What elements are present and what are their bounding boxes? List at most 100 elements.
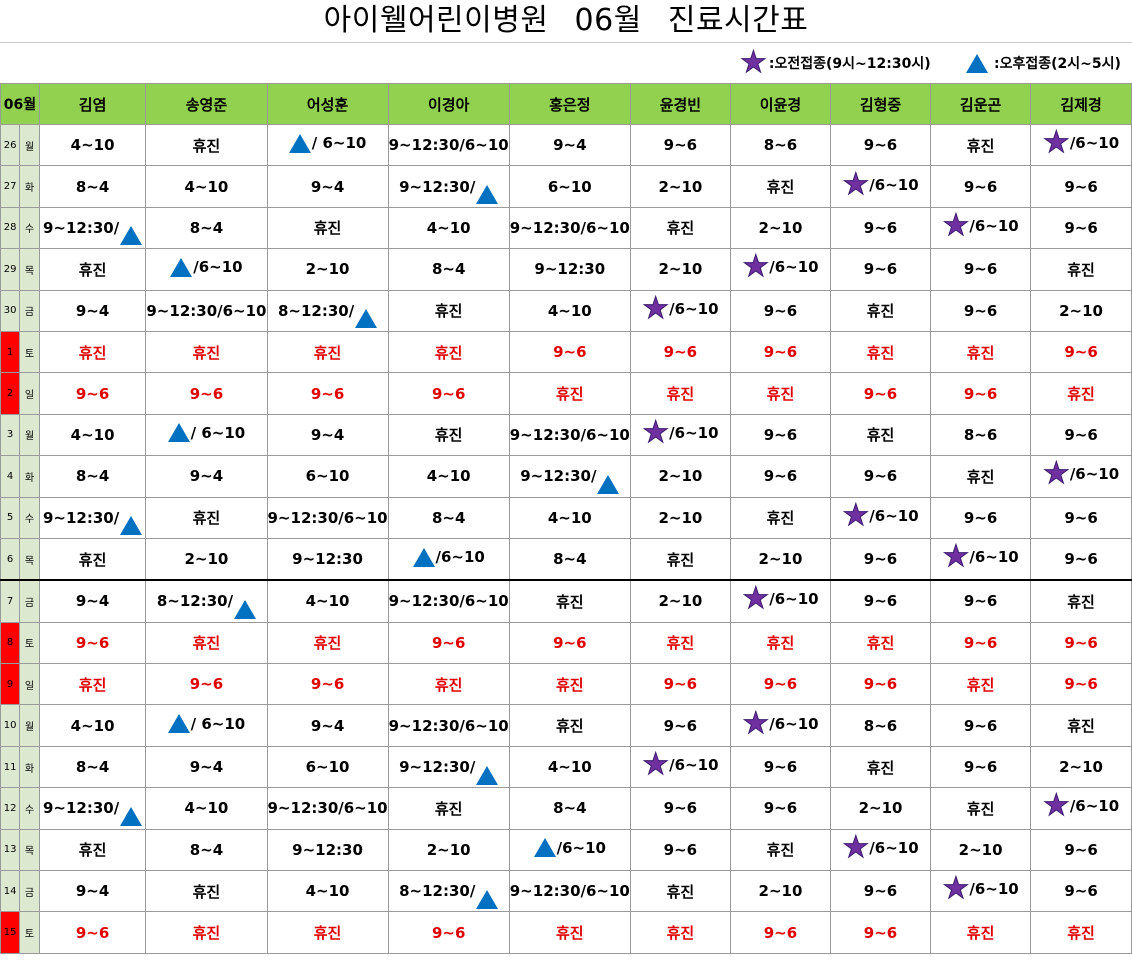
schedule-cell: 4~10 [266,579,389,623]
schedule-cell: 8~12:30/ [387,870,510,913]
day-number: 4 [0,455,21,498]
cell-content: 8~12:30/ [157,592,257,619]
cell-text: /6~10 [869,506,919,525]
day-of-week: 일 [19,663,40,706]
schedule-cell: 휴진 [930,911,1032,954]
cell-text: 9~12:30/ [42,218,120,237]
schedule-cell: 휴진 [729,372,832,415]
star-icon: ★ [742,581,770,617]
cell-content: ★/6~10 [842,500,919,531]
schedule-cell: 8~4 [145,828,268,872]
schedule-row: 2 일 9~6 9~6 9~6 9~6 휴진 휴진 휴진 9~6 9~6 휴진 [0,372,1132,415]
schedule-cell: ★/6~10 [729,704,832,747]
day-number: 26 [0,123,21,167]
schedule-row: 12 수 9~12:30/4~10 9~12:30/6~10 휴진 8~4 9~6 9~6 2~… [0,787,1132,830]
schedule-cell: 9~4 [38,870,147,913]
schedule-cell: 9~6 [145,663,268,706]
cell-text: / 6~10 [311,134,367,153]
schedule-cell: 9~4 [145,455,268,498]
day-number: 5 [0,496,21,539]
schedule-cell: 휴진 [508,663,631,706]
star-icon: ★ [740,45,768,80]
schedule-cell: 휴진 [829,621,932,665]
legend-morning: ★ :오전접종(9시~12:30시) [740,45,931,80]
schedule-cell: 9~12:30/ [38,206,147,250]
star-icon: ★ [642,290,670,326]
triangle-icon [597,474,620,494]
day-number: 3 [0,413,21,457]
header-doctor: 송영준 [145,83,268,125]
schedule-cell: 휴진 [930,330,1032,374]
schedule-row: 28 수 9~12:30/8~4 휴진 4~10 9~12:30/6~10 휴진 2~10 9~… [0,206,1132,250]
schedule-cell: 휴진 [508,911,631,954]
schedule-cell: 9~6 [629,123,731,167]
schedule-row: 1 토 휴진 휴진 휴진 휴진 9~6 9~6 9~6 휴진 휴진 9~6 [0,330,1132,374]
schedule-cell: 4~10 [38,123,147,167]
schedule-cell: 휴진 [829,289,932,332]
schedule-cell: / 6~10 [145,413,268,457]
day-of-week: 금 [19,870,40,913]
schedule-cell: 휴진 [829,413,932,457]
schedule-cell: ★/6~10 [829,828,932,872]
cell-text: /6~10 [1069,134,1120,153]
schedule-cell: 2~10 [145,537,268,582]
schedule-cell: ★/6~10 [1030,123,1132,167]
schedule-cell: 8~4 [508,537,631,582]
star-icon: ★ [642,414,670,450]
day-number: 29 [0,248,21,291]
schedule-cell: 8~12:30/ [145,579,268,623]
header-doctor: 어성훈 [266,83,389,125]
schedule-row: 30 금 9~4 9~12:30/6~10 8~12:30/휴진 4~10 ★/6~10 9~… [0,289,1132,332]
legend-afternoon: :오후접종(2시~5시) [966,48,1121,78]
cell-text: /6~10 [869,838,919,857]
day-of-week: 일 [19,372,40,415]
header-row: 06월 김염 송영준 어성훈 이경아 홍은정 윤경빈 이윤경 김형중 김운곤 김… [0,83,1132,125]
schedule-cell: 9~6 [38,372,147,415]
day-of-week: 수 [19,787,40,830]
schedule-cell: 9~6 [829,579,932,623]
cell-content: ★/6~10 [942,541,1019,572]
schedule-cell: 8~6 [729,123,832,167]
cell-text: /6~10 [869,175,919,194]
schedule-cell: 6~10 [266,745,389,789]
cell-text: / 6~10 [190,423,246,442]
schedule-cell: 2~10 [829,787,932,830]
schedule-cell: 휴진 [145,621,268,665]
schedule-cell: 9~6 [38,621,147,665]
cell-text: /6~10 [435,548,485,567]
schedule-cell: 8~4 [387,248,510,291]
schedule-cell: 9~6 [1030,206,1132,250]
schedule-cell: 휴진 [387,787,510,830]
schedule-cell: 휴진 [930,663,1032,706]
cell-content: 9~12:30/ [399,758,499,785]
schedule-cell: 휴진 [266,911,389,954]
cell-content: ★/6~10 [842,169,919,200]
schedule-cell: 9~6 [629,787,731,830]
header-month: 06월 [0,83,40,125]
schedule-row: 15 토 9~6 휴진 휴진 9~6 휴진 휴진 9~6 9~6 휴진 휴진 [0,911,1132,954]
triangle-icon [288,133,311,153]
page-title: 아이웰어린이병원 06월 진료시간표 [0,0,1132,43]
schedule-cell: 9~4 [38,289,147,332]
day-of-week: 화 [19,165,40,208]
schedule-cell: 9~6 [1030,828,1132,872]
day-of-week: 토 [19,330,40,374]
schedule-cell: 8~4 [38,165,147,208]
schedule-cell: / 6~10 [266,123,389,167]
schedule-cell: 9~4 [145,745,268,789]
schedule-cell: 휴진 [629,537,731,582]
schedule-cell: /6~10 [145,248,268,291]
schedule-cell: ★/6~10 [729,579,832,623]
cell-text: /6~10 [769,258,819,277]
schedule-row: 7 금 9~4 8~12:30/4~10 9~12:30/6~10 휴진 2~10 ★/6~1… [0,579,1132,623]
schedule-cell: 9~6 [145,372,268,415]
schedule-cell: 휴진 [145,123,268,167]
schedule-cell: 2~10 [1030,289,1132,332]
schedule-cell: 9~6 [1030,165,1132,208]
header-doctor: 김형중 [829,83,932,125]
schedule-cell: 휴진 [145,330,268,374]
schedule-cell: 4~10 [508,745,631,789]
triangle-icon [476,185,499,205]
triangle-icon [476,889,499,909]
day-of-week: 월 [19,704,40,747]
